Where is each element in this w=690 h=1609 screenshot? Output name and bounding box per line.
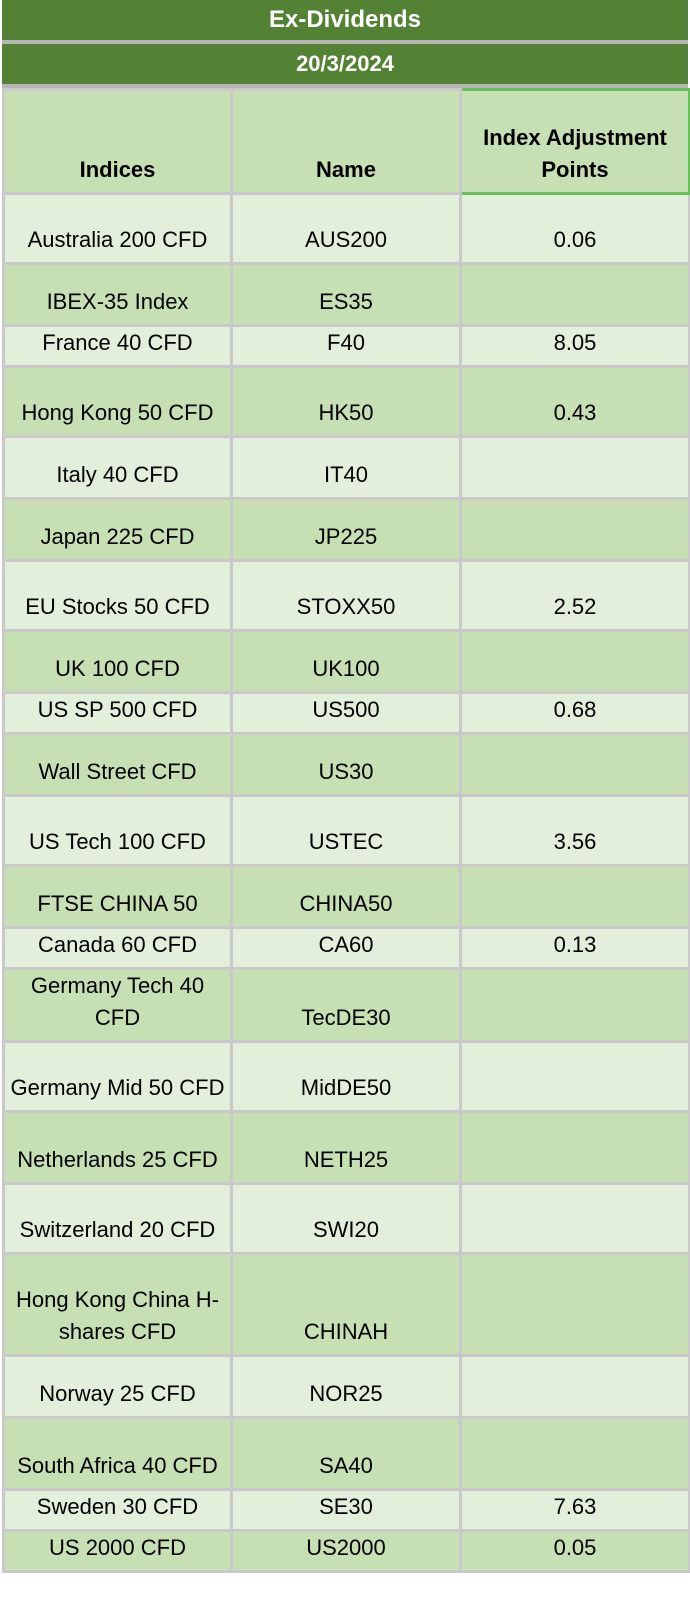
cell-index: IBEX-35 Index: [2, 262, 233, 327]
table-row: Sweden 30 CFD SE30 7.63: [2, 1488, 690, 1532]
cell-index: France 40 CFD: [2, 324, 233, 368]
cell-index: Italy 40 CFD: [2, 435, 233, 500]
ex-dividends-sheet: Ex-Dividends 20/3/2024 Indices Name Inde…: [2, 0, 690, 1573]
cell-name: CHINAH: [230, 1252, 462, 1357]
cell-name: NOR25: [230, 1354, 462, 1419]
cell-name: NETH25: [230, 1110, 462, 1185]
cell-points: [459, 864, 690, 929]
table-row: IBEX-35 Index ES35: [2, 262, 690, 327]
cell-points: [459, 1110, 690, 1185]
table-row: UK 100 CFD UK100: [2, 629, 690, 694]
cell-name: IT40: [230, 435, 462, 500]
cell-points: [459, 1182, 690, 1255]
table-row: South Africa 40 CFD SA40: [2, 1416, 690, 1491]
header-row: Indices Name Index Adjustment Points: [2, 88, 690, 195]
cell-name: SA40: [230, 1416, 462, 1491]
cell-name: ES35: [230, 262, 462, 327]
cell-name: CA60: [230, 926, 462, 970]
cell-name: TecDE30: [230, 967, 462, 1043]
cell-points: 7.63: [459, 1488, 690, 1532]
table-row: FTSE CHINA 50 CHINA50: [2, 864, 690, 929]
table-row: Netherlands 25 CFD NETH25: [2, 1110, 690, 1185]
cell-points: [459, 1252, 690, 1357]
cell-index: Norway 25 CFD: [2, 1354, 233, 1419]
table-row: Wall Street CFD US30: [2, 732, 690, 797]
dividends-table: Indices Name Index Adjustment Points Aus…: [2, 88, 690, 1573]
cell-name: MidDE50: [230, 1040, 462, 1113]
table-row: Norway 25 CFD NOR25: [2, 1354, 690, 1419]
cell-points: [459, 1354, 690, 1419]
table-row: France 40 CFD F40 8.05: [2, 324, 690, 368]
cell-name: STOXX50: [230, 559, 462, 632]
cell-points: [459, 435, 690, 500]
cell-index: US 2000 CFD: [2, 1529, 233, 1573]
cell-points: [459, 1040, 690, 1113]
cell-name: US30: [230, 732, 462, 797]
header-index-adjustment-points: Index Adjustment Points: [459, 88, 690, 195]
cell-index: Hong Kong China H-shares CFD: [2, 1252, 233, 1357]
cell-name: UK100: [230, 629, 462, 694]
table-row: Italy 40 CFD IT40: [2, 435, 690, 500]
cell-points: 0.43: [459, 365, 690, 438]
table-row: Switzerland 20 CFD SWI20: [2, 1182, 690, 1255]
cell-points: [459, 262, 690, 327]
table-row: Hong Kong China H-shares CFD CHINAH: [2, 1252, 690, 1357]
sheet-date: 20/3/2024: [2, 44, 688, 88]
table-row: US Tech 100 CFD USTEC 3.56: [2, 794, 690, 867]
cell-points: [459, 1416, 690, 1491]
cell-points: 0.06: [459, 192, 690, 265]
cell-index: FTSE CHINA 50: [2, 864, 233, 929]
cell-name: US2000: [230, 1529, 462, 1573]
cell-index: Australia 200 CFD: [2, 192, 233, 265]
cell-index: UK 100 CFD: [2, 629, 233, 694]
cell-name: SWI20: [230, 1182, 462, 1255]
table-row: EU Stocks 50 CFD STOXX50 2.52: [2, 559, 690, 632]
header-indices: Indices: [2, 88, 233, 195]
table-row: Japan 225 CFD JP225: [2, 497, 690, 562]
cell-index: US Tech 100 CFD: [2, 794, 233, 867]
cell-index: Sweden 30 CFD: [2, 1488, 233, 1532]
cell-name: USTEC: [230, 794, 462, 867]
table-row: US 2000 CFD US2000 0.05: [2, 1529, 690, 1573]
table-row: Australia 200 CFD AUS200 0.06: [2, 192, 690, 265]
cell-points: 0.68: [459, 691, 690, 735]
cell-index: South Africa 40 CFD: [2, 1416, 233, 1491]
cell-index: US SP 500 CFD: [2, 691, 233, 735]
cell-index: Wall Street CFD: [2, 732, 233, 797]
cell-index: Canada 60 CFD: [2, 926, 233, 970]
header-name: Name: [230, 88, 462, 195]
cell-points: 2.52: [459, 559, 690, 632]
cell-points: [459, 732, 690, 797]
cell-points: 0.05: [459, 1529, 690, 1573]
cell-index: Germany Tech 40 CFD: [2, 967, 233, 1043]
cell-name: AUS200: [230, 192, 462, 265]
cell-name: US500: [230, 691, 462, 735]
cell-name: F40: [230, 324, 462, 368]
cell-index: Hong Kong 50 CFD: [2, 365, 233, 438]
cell-index: EU Stocks 50 CFD: [2, 559, 233, 632]
cell-points: 0.13: [459, 926, 690, 970]
cell-name: JP225: [230, 497, 462, 562]
cell-points: [459, 967, 690, 1043]
cell-name: CHINA50: [230, 864, 462, 929]
cell-index: Netherlands 25 CFD: [2, 1110, 233, 1185]
sheet-title: Ex-Dividends: [2, 0, 688, 44]
cell-name: SE30: [230, 1488, 462, 1532]
table-row: Hong Kong 50 CFD HK50 0.43: [2, 365, 690, 438]
cell-index: Japan 225 CFD: [2, 497, 233, 562]
table-row: Canada 60 CFD CA60 0.13: [2, 926, 690, 970]
cell-points: 3.56: [459, 794, 690, 867]
cell-points: [459, 629, 690, 694]
cell-name: HK50: [230, 365, 462, 438]
cell-index: Germany Mid 50 CFD: [2, 1040, 233, 1113]
cell-points: 8.05: [459, 324, 690, 368]
cell-index: Switzerland 20 CFD: [2, 1182, 233, 1255]
table-row: Germany Mid 50 CFD MidDE50: [2, 1040, 690, 1113]
table-row: US SP 500 CFD US500 0.68: [2, 691, 690, 735]
table-row: Germany Tech 40 CFD TecDE30: [2, 967, 690, 1043]
cell-points: [459, 497, 690, 562]
